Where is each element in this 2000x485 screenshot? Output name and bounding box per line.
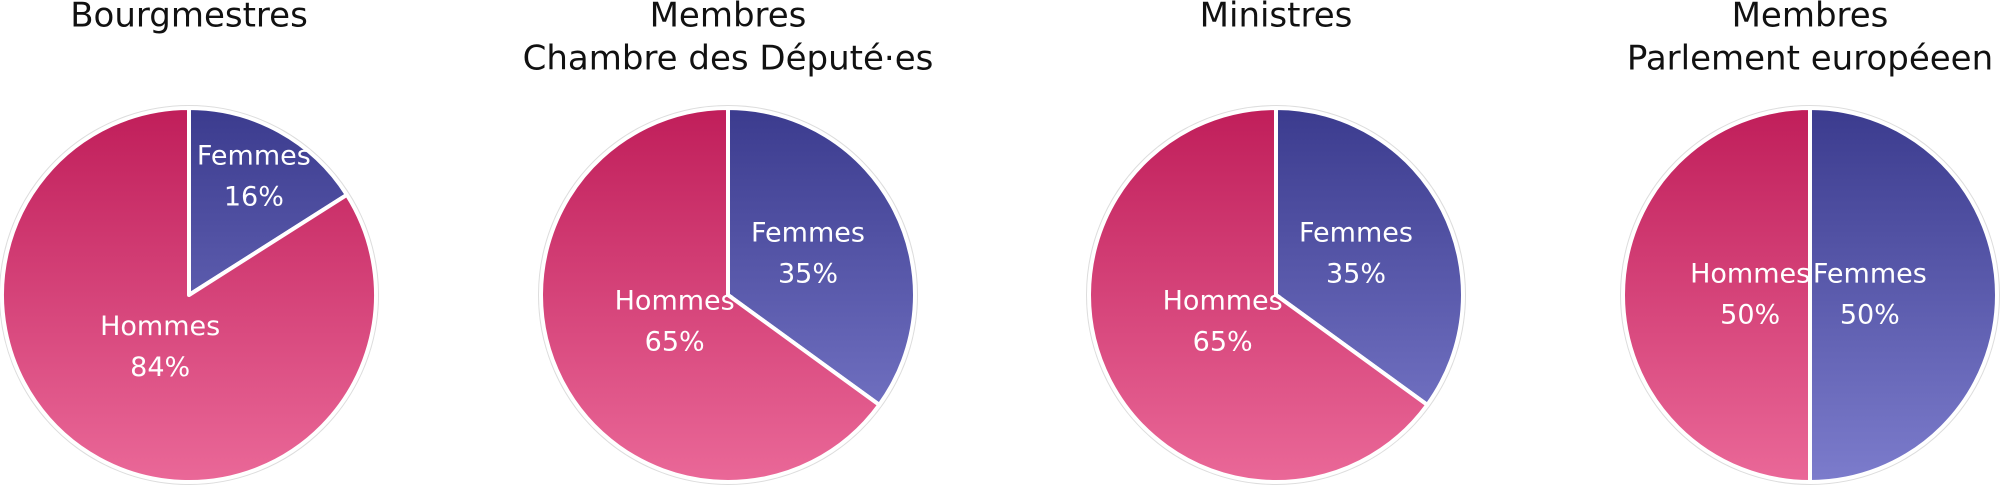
pie-slice — [1274, 106, 1465, 407]
slice-label: Hommes — [1163, 286, 1283, 317]
chart-title: Bourgmestres — [70, 0, 308, 36]
slice-value-label: 35% — [778, 259, 838, 290]
slice-label: Hommes — [615, 286, 735, 317]
slice-label: Femmes — [197, 141, 311, 172]
pie-slice — [187, 106, 349, 297]
slice-label: Hommes — [1690, 259, 1810, 290]
chart-title: Ministres — [1200, 0, 1353, 36]
slice-value-label: 65% — [1193, 327, 1253, 358]
slice-value-label: 65% — [645, 327, 705, 358]
slice-value-label: 35% — [1326, 259, 1386, 290]
slice-label: Femmes — [1299, 218, 1413, 249]
chart-title: Membres — [1732, 0, 1889, 36]
pie-slice — [726, 106, 917, 407]
pie-slice — [1087, 106, 1430, 484]
slice-value-label: 84% — [130, 352, 190, 383]
slice-label: Hommes — [100, 311, 220, 342]
chart-title: Membres — [650, 0, 807, 36]
pie-chart: Ministres Femmes 35% Hommes 65% — [1086, 0, 1466, 485]
slice-label: Femmes — [751, 218, 865, 249]
pie-slice — [1621, 106, 1812, 484]
slice-value-label: 16% — [224, 182, 284, 213]
pie-slice — [1808, 106, 1999, 484]
slice-value-label: 50% — [1840, 300, 1900, 331]
pie-chart: Bourgmestres Femmes 16% Hommes 84% — [0, 0, 379, 485]
chart-title: Parlement européeen — [1627, 39, 1993, 79]
pie-slice — [539, 106, 882, 484]
pie-slice — [0, 106, 378, 484]
chart-title: Chambre des Député·es — [523, 39, 934, 79]
slice-value-label: 50% — [1720, 300, 1780, 331]
slice-label: Femmes — [1813, 259, 1927, 290]
